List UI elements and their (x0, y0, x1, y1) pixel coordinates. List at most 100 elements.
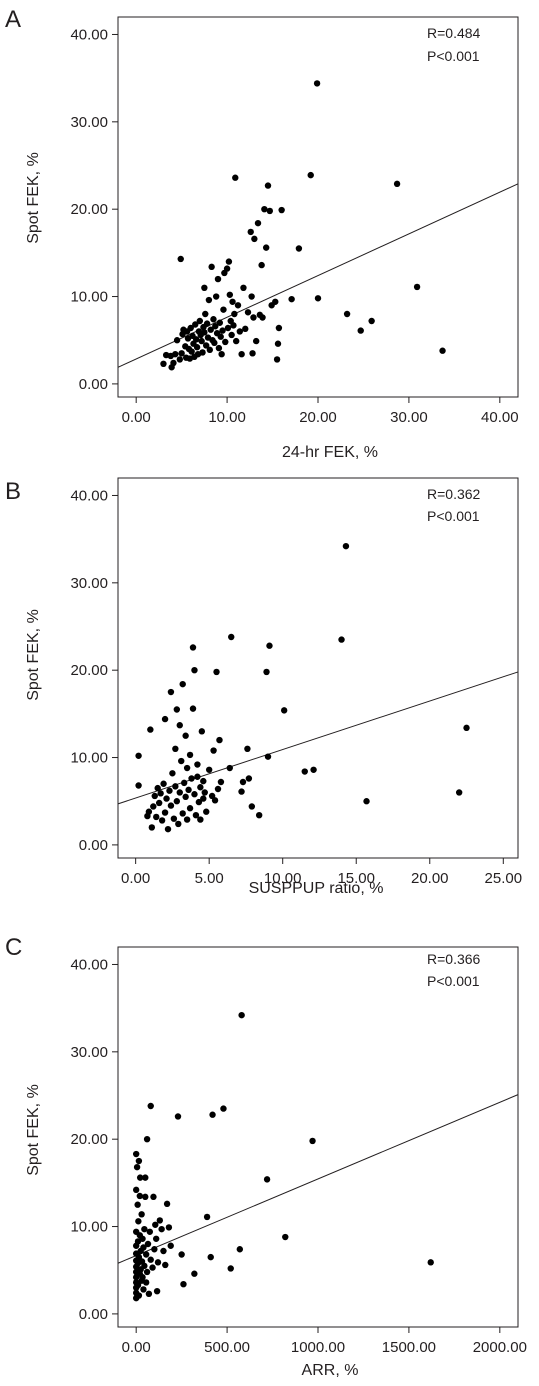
panel-b-ticks: 0.00 10.00 20.00 30.00 40.00 0.00 5.00 10.00 15.… (70, 487, 522, 887)
data-point (172, 350, 179, 358)
y-tick-label: 10.00 (70, 750, 108, 767)
data-point (224, 324, 232, 332)
x-tick-label: 20.00 (411, 870, 449, 887)
data-point (172, 783, 179, 790)
data-point (232, 337, 240, 345)
y-tick-label: 0.00 (79, 837, 108, 854)
data-point (209, 1111, 216, 1118)
data-point (134, 1201, 141, 1208)
data-point (282, 1233, 289, 1241)
data-point (236, 328, 244, 335)
data-point (142, 1279, 150, 1286)
data-point (343, 310, 351, 318)
data-point (313, 80, 321, 87)
data-point (439, 347, 446, 354)
data-point (393, 180, 401, 188)
data-point (158, 1225, 165, 1233)
x-tick-label: 5.00 (195, 870, 224, 887)
panel-c-ticks: 0.00 10.00 20.00 30.00 40.00 0.00 500.00 1000.0… (70, 956, 526, 1356)
data-point (183, 764, 191, 772)
data-point (280, 707, 288, 714)
data-point (162, 1261, 169, 1269)
panel-c-fit-line-group (117, 1094, 519, 1264)
data-point (191, 1270, 198, 1277)
data-point (153, 813, 160, 821)
data-point (216, 736, 223, 744)
data-point (160, 360, 167, 368)
data-point (186, 805, 194, 812)
data-point (189, 705, 197, 712)
data-point (147, 726, 154, 733)
data-point (309, 1137, 316, 1145)
data-point (141, 1262, 148, 1270)
data-point (192, 321, 199, 328)
data-point (135, 1292, 143, 1299)
data-point (160, 780, 167, 787)
data-point (274, 340, 282, 347)
x-tick-label: 2000.00 (473, 1339, 527, 1356)
data-point (192, 811, 200, 819)
data-point (175, 820, 182, 828)
data-point (212, 323, 219, 330)
data-point (186, 751, 194, 759)
data-point (182, 793, 189, 801)
data-point (185, 786, 192, 794)
data-point (207, 326, 214, 333)
data-point (203, 808, 210, 815)
panel-c-x-axis-label: ARR, % (302, 1362, 359, 1379)
data-point (240, 284, 247, 292)
data-point (182, 732, 189, 739)
data-point (310, 766, 317, 773)
fit-line (117, 183, 519, 368)
panel-b-stat-p: P<0.001 (427, 508, 480, 524)
panel-b-y-axis-label: Spot FEK, % (25, 609, 42, 701)
data-point (238, 350, 245, 358)
data-point (178, 1251, 185, 1258)
data-point (262, 244, 270, 251)
fit-line (117, 671, 519, 805)
data-point (455, 789, 463, 796)
data-point (166, 787, 173, 794)
data-point (227, 1265, 234, 1272)
data-point (210, 316, 217, 323)
data-point (143, 1268, 151, 1276)
y-tick-label: 20.00 (70, 1131, 108, 1148)
data-point (201, 329, 208, 336)
data-point (170, 815, 178, 822)
data-point (295, 245, 303, 252)
x-tick-label: 25.00 (485, 870, 523, 887)
data-point (140, 1244, 147, 1251)
data-point (135, 782, 142, 789)
x-tick-label: 30.00 (390, 409, 428, 426)
data-point (226, 764, 233, 772)
data-point (174, 1113, 182, 1120)
data-point (150, 803, 157, 810)
data-point (255, 811, 263, 819)
data-point (189, 644, 197, 651)
data-point (225, 258, 233, 265)
panel-a-y-axis-label: Spot FEK, % (25, 152, 42, 244)
data-point (198, 728, 206, 735)
data-point (151, 792, 158, 800)
data-point (146, 1228, 154, 1235)
data-point (155, 799, 163, 807)
data-point (205, 766, 213, 773)
data-point (217, 778, 225, 786)
panel-c-y-axis-label: Spot FEK, % (25, 1084, 42, 1176)
data-point (368, 317, 375, 325)
data-point (259, 314, 266, 321)
data-point (167, 802, 175, 809)
panel-letter-b: B (5, 478, 21, 505)
y-tick-label: 40.00 (70, 956, 108, 973)
panel-a-fit-line-group (117, 183, 519, 368)
data-point (183, 816, 191, 823)
panel-letter-a: A (5, 6, 21, 33)
data-point (188, 348, 195, 355)
data-point (208, 263, 215, 271)
panel-c-stat-p: P<0.001 (427, 973, 480, 989)
data-point (145, 808, 153, 815)
data-point (226, 291, 234, 298)
data-point (147, 1256, 154, 1263)
data-point (196, 317, 204, 325)
data-point (141, 1225, 148, 1233)
